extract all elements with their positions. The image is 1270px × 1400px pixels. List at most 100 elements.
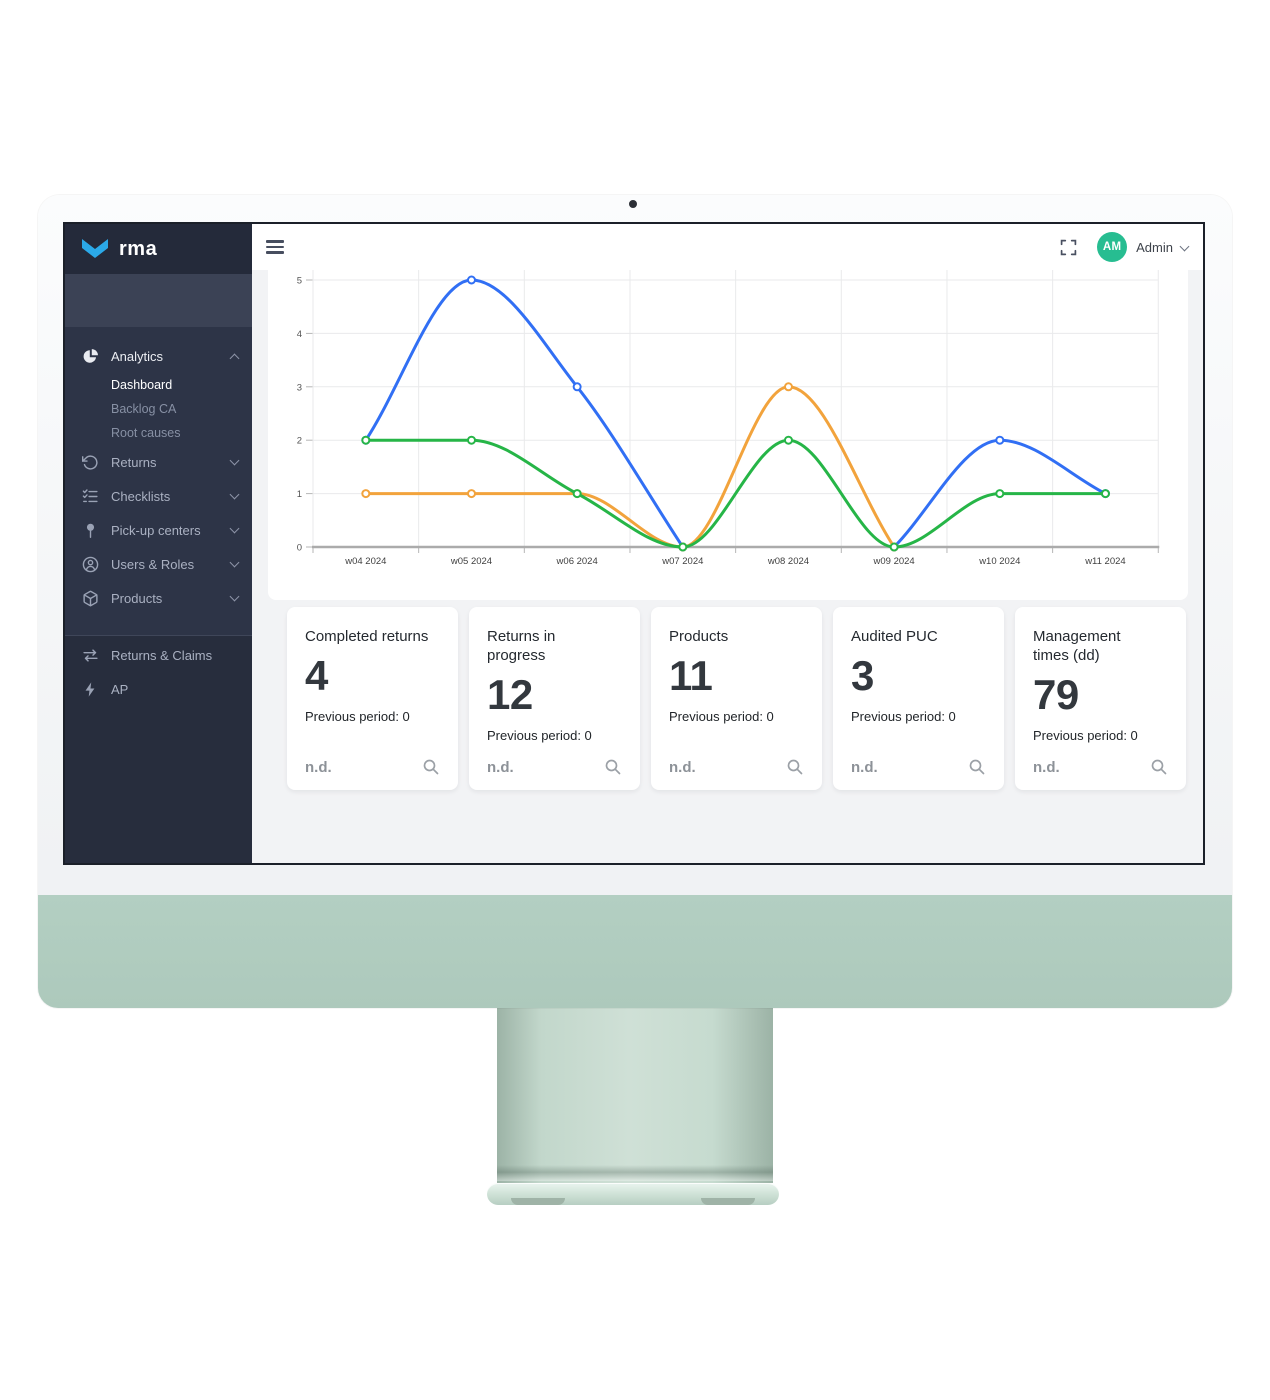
svg-text:w11 2024: w11 2024 — [1084, 556, 1126, 567]
rotate-ccw-icon — [82, 454, 99, 471]
map-pin-icon — [82, 522, 99, 539]
svg-text:4: 4 — [297, 329, 302, 340]
sidebar-item-users-roles[interactable]: Users & Roles — [65, 547, 252, 581]
avatar[interactable]: AM — [1097, 232, 1128, 262]
stat-previous-period: Previous period: 0 — [305, 709, 410, 725]
search-icon[interactable] — [968, 758, 986, 776]
monitor-stand-base — [487, 1183, 779, 1205]
chevron-down-icon — [229, 557, 240, 568]
svg-text:0: 0 — [297, 543, 302, 554]
stat-title: Returns in progress — [487, 628, 556, 665]
monitor-stand-neck — [497, 1005, 773, 1183]
sidebar-item-pickup-centers[interactable]: Pick-up centers — [65, 513, 252, 547]
stat-title: Audited PUC — [851, 628, 938, 645]
svg-text:5: 5 — [297, 276, 302, 287]
chevron-down-icon — [229, 489, 240, 500]
sidebar-item-checklists[interactable]: Checklists — [65, 479, 252, 513]
monitor-chin — [38, 895, 1232, 1008]
imac-monitor: rma Analytics Dashboard — [38, 195, 1232, 1008]
sidebar-subitem-backlog-ca[interactable]: Backlog CA — [111, 402, 177, 416]
stat-value: 12 — [487, 671, 533, 719]
search-icon[interactable] — [604, 758, 622, 776]
search-icon[interactable] — [422, 758, 440, 776]
sidebar-nav: Analytics Dashboard Backlog CA Root caus… — [65, 327, 252, 615]
sidebar-subitem-root-causes[interactable]: Root causes — [111, 426, 181, 440]
sidebar-subitem-dashboard[interactable]: Dashboard — [111, 378, 173, 392]
stat-title: Products — [669, 628, 729, 645]
search-icon[interactable] — [786, 758, 804, 776]
sidebar-item-label: Pick-up centers — [111, 522, 201, 538]
line-chart-svg[interactable]: 0 1 2 3 4 5 w04 2024 w05 2024 w06 2024 w07 2024 w0… — [268, 270, 1188, 600]
svg-text:2: 2 — [297, 436, 302, 447]
checklist-icon — [82, 488, 99, 505]
svg-text:w05 2024: w05 2024 — [450, 556, 492, 567]
nd-label: n.d. — [1033, 758, 1060, 776]
camera-icon — [629, 200, 637, 208]
sidebar: rma Analytics Dashboard — [65, 224, 252, 863]
logo[interactable]: rma — [65, 224, 252, 274]
dashboard-content: 0 1 2 3 4 5 w04 2024 w05 2024 w06 2024 w07 2024 w0… — [252, 270, 1203, 863]
svg-text:3: 3 — [297, 382, 302, 393]
sidebar-item-label: Users & Roles — [111, 556, 195, 572]
stat-previous-period: Previous period: 0 — [1033, 728, 1138, 744]
stat-card-audited-puc: Audited PUC 3 Previous period: 0 n.d. — [833, 607, 1004, 790]
main-area: AM Admin 0 1 2 3 4 5 w04 2024 w05 2024 w06 2024 w… — [252, 224, 1203, 863]
sidebar-lower-section: Returns & Claims AP — [65, 635, 252, 863]
chevron-down-icon — [229, 523, 240, 534]
stat-title: Completed returns — [305, 628, 429, 645]
stat-card-returns-in-progress: Returns in progress 12 Previous period: … — [469, 607, 640, 790]
nd-label: n.d. — [851, 758, 878, 776]
stat-previous-period: Previous period: 0 — [851, 709, 956, 725]
stat-card-products: Products 11 Previous period: 0 n.d. — [651, 607, 822, 790]
nd-label: n.d. — [669, 758, 696, 776]
chart-card: 0 1 2 3 4 5 w04 2024 w05 2024 w06 2024 w07 2024 w0… — [268, 270, 1188, 600]
box-icon — [82, 590, 99, 607]
stat-card-completed-returns: Completed returns 4 Previous period: 0 n… — [287, 607, 458, 790]
topbar: AM Admin — [252, 224, 1203, 270]
screen: rma Analytics Dashboard — [63, 222, 1205, 865]
nd-label: n.d. — [305, 758, 332, 776]
stat-previous-period: Previous period: 0 — [487, 728, 592, 744]
lightning-icon — [82, 681, 99, 698]
svg-text:w06 2024: w06 2024 — [556, 556, 598, 567]
sidebar-item-label: Returns & Claims — [111, 647, 213, 663]
svg-text:w08 2024: w08 2024 — [767, 556, 809, 567]
chevron-down-icon — [229, 455, 240, 466]
sidebar-item-label: Products — [111, 590, 163, 606]
search-icon[interactable] — [1150, 758, 1168, 776]
stat-card-management-times: Management times (dd) 79 Previous period… — [1015, 607, 1186, 790]
chevron-up-icon — [229, 353, 240, 363]
stat-cards-row: Completed returns 4 Previous period: 0 n… — [287, 607, 1203, 790]
sidebar-item-label: Checklists — [111, 488, 171, 504]
sidebar-item-products[interactable]: Products — [65, 581, 252, 615]
svg-text:w09 2024: w09 2024 — [873, 556, 915, 567]
chevron-down-icon[interactable] — [1179, 241, 1190, 251]
sidebar-item-label: Returns — [111, 454, 157, 470]
nd-label: n.d. — [487, 758, 514, 776]
svg-text:w10 2024: w10 2024 — [978, 556, 1020, 567]
sidebar-item-label: Analytics — [111, 348, 164, 364]
svg-text:1: 1 — [297, 489, 302, 500]
admin-menu-label[interactable]: Admin — [1136, 239, 1173, 255]
svg-text:w04 2024: w04 2024 — [344, 556, 386, 567]
topbar-right: AM Admin — [1060, 232, 1190, 262]
swap-arrows-icon — [82, 647, 99, 664]
sidebar-item-ap[interactable]: AP — [65, 672, 252, 706]
hamburger-icon[interactable] — [266, 240, 284, 254]
sidebar-item-analytics[interactable]: Analytics — [65, 339, 252, 373]
sidebar-secondary-band — [65, 274, 252, 327]
logo-text: rma — [119, 237, 158, 260]
user-circle-icon — [82, 556, 99, 573]
stat-value: 11 — [669, 652, 713, 700]
sidebar-item-label: AP — [111, 681, 129, 697]
sidebar-item-returns-claims[interactable]: Returns & Claims — [65, 638, 252, 672]
stat-title: Management times (dd) — [1033, 628, 1121, 665]
sidebar-item-returns[interactable]: Returns — [65, 445, 252, 479]
stat-value: 3 — [851, 652, 874, 700]
logo-icon — [82, 239, 108, 258]
stat-previous-period: Previous period: 0 — [669, 709, 774, 725]
fullscreen-icon[interactable] — [1060, 239, 1077, 256]
chevron-down-icon — [229, 591, 240, 602]
stat-value: 4 — [305, 652, 328, 700]
pie-chart-icon — [82, 348, 99, 365]
